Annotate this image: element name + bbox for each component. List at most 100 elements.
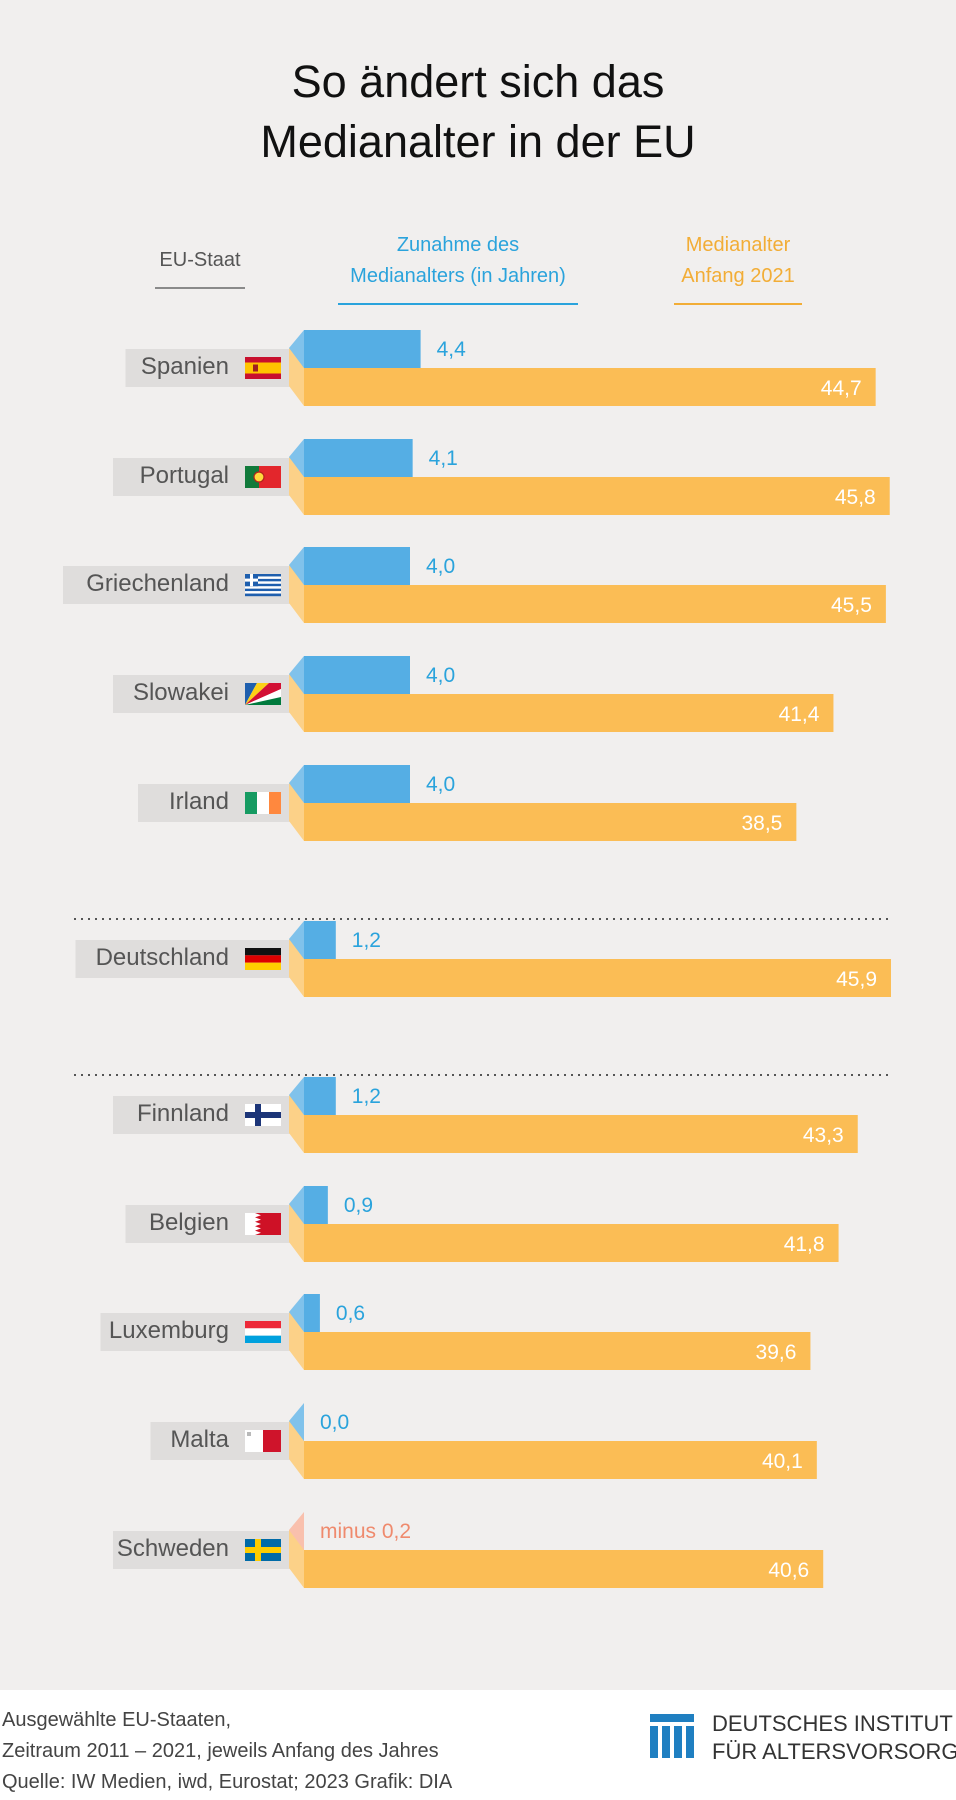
- footer-note: Ausgewählte EU-Staaten, Zeitraum 2011 – …: [2, 1705, 452, 1798]
- footer: [0, 1690, 956, 1800]
- median-value-label: 41,8: [784, 1233, 825, 1256]
- increase-value-label: 4,4: [437, 338, 467, 361]
- median-bar-fold: [289, 348, 304, 406]
- median-bar-body: [304, 803, 797, 841]
- median-bar-body: [304, 585, 886, 623]
- country-label-finnland: Finnland: [113, 1096, 292, 1134]
- median-bar-fold: [289, 1204, 304, 1262]
- median-bar-fold: [289, 1530, 304, 1588]
- country-name: Malta: [170, 1426, 229, 1453]
- title-line-2: Medianalter in der EU: [260, 116, 696, 167]
- footer-note-line-3: Quelle: IW Medien, iwd, Eurostat; 2023 G…: [2, 1771, 453, 1793]
- median-bar-fold: [289, 1312, 304, 1370]
- increase-value-label: 4,0: [426, 664, 455, 687]
- dia-logo-text: DEUTSCHES INSTITUT FÜR ALTERSVORSORGE: [712, 1710, 956, 1766]
- dia-logo-icon: [650, 1714, 694, 1758]
- country-name: Finnland: [137, 1100, 229, 1127]
- logo-line-1: DEUTSCHES INSTITUT: [712, 1711, 953, 1736]
- legend-country-underline: [155, 287, 245, 289]
- median-bar-portugal: [289, 457, 890, 515]
- median-bar-body: [304, 1224, 839, 1262]
- slovakia-flag-icon: [245, 683, 281, 705]
- median-bar-body: [304, 1115, 858, 1153]
- median-bar-deutschland: [289, 939, 891, 997]
- median-bar-body: [304, 1550, 824, 1588]
- country-name: Portugal: [140, 462, 229, 489]
- median-bar-spanien: [289, 348, 876, 406]
- country-label-malta: Malta: [150, 1422, 292, 1460]
- increase-bar-body: [304, 921, 336, 959]
- spain-flag-icon: [245, 357, 281, 379]
- country-label-irland: Irland: [138, 784, 292, 822]
- median-bar-fold: [289, 674, 304, 732]
- country-label-belgien: Belgien: [125, 1205, 292, 1243]
- median-bar-griechenland: [289, 565, 886, 623]
- country-label-schweden: Schweden: [113, 1531, 292, 1569]
- country-label-portugal: Portugal: [113, 458, 292, 496]
- greece-flag-icon: [245, 574, 281, 597]
- country-name: Luxemburg: [109, 1317, 229, 1344]
- increase-value-label: minus 0,2: [320, 1520, 411, 1543]
- country-name: Spanien: [141, 353, 229, 380]
- median-bar-finnland: [289, 1095, 858, 1153]
- page-title: So ändert sich das Medianalter in der EU: [0, 52, 956, 172]
- country-label-spanien: Spanien: [125, 349, 292, 387]
- increase-value-label: 0,6: [336, 1302, 365, 1325]
- legend-median: Medianalter Anfang 2021: [648, 230, 828, 305]
- bar-chart: Spanien 4,4 44,7 Portugal 4,1 45,8 Griechenlan…: [63, 330, 892, 1588]
- median-value-label: 41,4: [779, 703, 820, 726]
- increase-bar-body: [304, 330, 421, 368]
- footer-note-line-2: Zeitraum 2011 – 2021, jeweils Anfang des…: [2, 1740, 439, 1762]
- ireland-flag-icon: [245, 792, 281, 814]
- germany-flag-icon: [245, 948, 281, 970]
- median-value-label: 39,6: [756, 1341, 797, 1364]
- median-bar-body: [304, 477, 890, 515]
- country-name: Belgien: [149, 1209, 229, 1236]
- median-value-label: 40,1: [762, 1450, 803, 1473]
- increase-value-label: 1,2: [352, 1085, 381, 1108]
- median-bar-body: [304, 368, 876, 406]
- malta-flag-icon: [245, 1430, 281, 1452]
- footer-note-line-1: Ausgewählte EU-Staaten,: [2, 1709, 232, 1731]
- increase-bar-body: [304, 547, 410, 585]
- median-value-label: 45,8: [835, 486, 876, 509]
- increase-bar-portugal: [289, 439, 413, 495]
- dia-logo: DEUTSCHES INSTITUT FÜR ALTERSVORSORGE: [650, 1710, 956, 1770]
- finland-flag-icon: [245, 1104, 281, 1126]
- bahrain-flag-icon: [245, 1213, 281, 1235]
- legend-median-label: Medianalter Anfang 2021: [681, 234, 795, 287]
- country-label-slowakei: Slowakei: [113, 675, 292, 713]
- legend-increase-underline: [338, 303, 578, 305]
- increase-value-label: 4,0: [426, 773, 455, 796]
- country-name: Schweden: [117, 1535, 229, 1562]
- median-bar-fold: [289, 1095, 304, 1153]
- increase-value-label: 1,2: [352, 929, 381, 952]
- chart-svg: Spanien 4,4 44,7 Portugal 4,1 45,8 Griechenlan…: [63, 330, 892, 1588]
- country-name: Slowakei: [133, 679, 229, 706]
- median-bar-luxemburg: [289, 1312, 811, 1370]
- country-name: Griechenland: [86, 570, 229, 597]
- increase-value-label: 4,1: [429, 447, 458, 470]
- legend-increase: Zunahme des Medianalters (in Jahren): [318, 230, 598, 305]
- legend-median-underline: [674, 303, 802, 305]
- country-name: Irland: [169, 788, 229, 815]
- legend-country: EU-Staat: [135, 245, 265, 289]
- portugal-flag-icon: [245, 466, 281, 488]
- median-value-label: 44,7: [821, 377, 862, 400]
- median-value-label: 40,6: [768, 1559, 809, 1582]
- title-line-1: So ändert sich das: [291, 56, 665, 107]
- median-bar-fold: [289, 939, 304, 997]
- median-bar-malta: [289, 1421, 817, 1479]
- increase-value-label: 0,9: [344, 1194, 373, 1217]
- country-label-deutschland: Deutschland: [75, 940, 292, 978]
- median-bar-fold: [289, 1421, 304, 1479]
- logo-line-2: FÜR ALTERSVORSORGE: [712, 1739, 956, 1764]
- luxembourg-flag-icon: [245, 1321, 281, 1343]
- country-name: Deutschland: [96, 944, 229, 971]
- median-value-label: 45,5: [831, 594, 872, 617]
- country-label-griechenland: Griechenland: [63, 566, 292, 604]
- median-value-label: 43,3: [803, 1124, 844, 1147]
- median-bar-fold: [289, 565, 304, 623]
- increase-bar-spanien: [289, 330, 421, 386]
- increase-bar-body: [304, 1186, 328, 1224]
